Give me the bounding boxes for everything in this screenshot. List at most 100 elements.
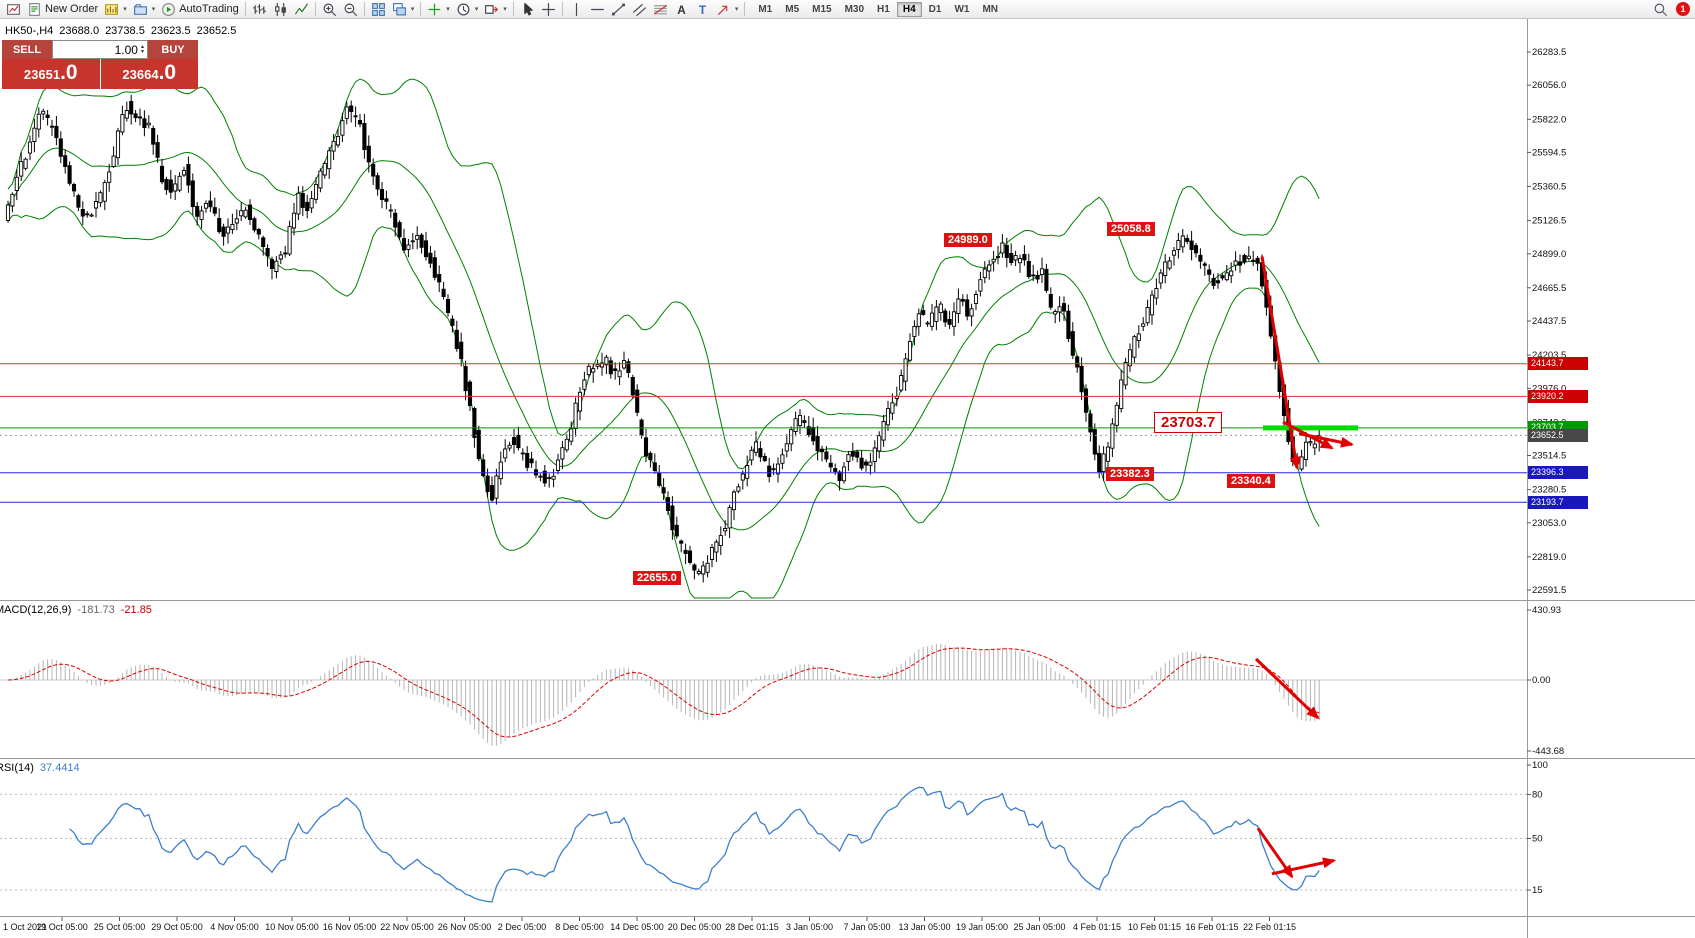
timeframe-button-m30[interactable]: M30 (844, 3, 865, 15)
new-chart-button[interactable]: ▾ (101, 1, 130, 18)
svg-text:25360.5: 25360.5 (1532, 182, 1566, 193)
svg-text:50: 50 (1532, 834, 1543, 845)
cascade-icon (392, 2, 407, 17)
svg-text:24203.5: 24203.5 (1532, 350, 1566, 361)
text-button[interactable]: A (671, 1, 692, 18)
vline-icon (569, 2, 584, 17)
timeframe-button-mn[interactable]: MN (982, 3, 998, 15)
candles-layer (5, 94, 1322, 583)
timeframe-button-m1[interactable]: M1 (758, 3, 773, 15)
volume-up-button[interactable]: ▴ (140, 43, 144, 50)
rsi-panel-surface[interactable] (0, 759, 1695, 916)
timeframe-button-d1[interactable]: D1 (928, 3, 942, 15)
profiles-button[interactable]: ▾ (130, 1, 159, 18)
crosshair-button[interactable] (538, 1, 559, 18)
search-button[interactable] (1650, 1, 1671, 18)
panel-separators (0, 19, 1695, 938)
arrows-button[interactable]: ▾ (713, 1, 742, 18)
price-annotation-23703.7[interactable]: 23703.7 (1154, 412, 1223, 433)
equidistant-channel-button[interactable] (629, 1, 650, 18)
axis-price-tag-23193.7: 23193.7 (1528, 496, 1588, 509)
price-annotation-24989.0[interactable]: 24989.0 (944, 233, 992, 247)
svg-text:23514.5: 23514.5 (1532, 451, 1566, 462)
fibonacci-button[interactable] (650, 1, 671, 18)
svg-text:24665.5: 24665.5 (1532, 283, 1566, 294)
svg-text:25126.5: 25126.5 (1532, 216, 1566, 227)
timeframe-button-m5[interactable]: M5 (785, 3, 800, 15)
buy-price-button[interactable]: 23664 .0 (100, 59, 198, 89)
macd-value-main: -181.73 (77, 604, 115, 616)
periods-button[interactable]: ▾ (453, 1, 482, 18)
line-chart-button[interactable] (291, 1, 312, 18)
volume-input[interactable]: 1.00 ▴ ▾ (52, 40, 148, 59)
zoom-out-button[interactable] (340, 1, 361, 18)
new-order-button[interactable]: New Order (24, 1, 101, 18)
arrowsTool-icon (716, 2, 731, 17)
red-arrow-main-3[interactable] (1298, 432, 1354, 448)
buy-button[interactable]: BUY (148, 40, 198, 59)
svg-text:16 Feb 01:15: 16 Feb 01:15 (1185, 922, 1238, 932)
toolbar-separator (314, 2, 316, 16)
cursor-button[interactable] (517, 1, 538, 18)
red-arrow-rsi-2[interactable] (1271, 857, 1336, 876)
main-chart-surface[interactable] (0, 19, 1695, 600)
shift-icon (484, 2, 499, 17)
macd-panel (0, 643, 1527, 746)
svg-text:13 Jan 05:00: 13 Jan 05:00 (898, 922, 950, 932)
timeframe-button-h1[interactable]: H1 (877, 3, 890, 15)
svg-text:23976.0: 23976.0 (1532, 383, 1566, 394)
svg-text:10 Nov 05:00: 10 Nov 05:00 (265, 922, 319, 932)
toolbar-separator (420, 2, 422, 16)
svg-text:26056.0: 26056.0 (1532, 80, 1566, 91)
bars-icon (252, 2, 267, 17)
candlestick-chart-button[interactable] (270, 1, 291, 18)
chart-low: 23623.5 (150, 25, 191, 37)
toolbar-separator (561, 2, 563, 16)
red-arrow-main-1[interactable] (1260, 256, 1301, 470)
chevron-down-icon: ▾ (410, 6, 415, 13)
svg-text:100: 100 (1532, 760, 1548, 771)
price-annotation-25058.8[interactable]: 25058.8 (1107, 222, 1155, 236)
price-annotation-23382.3[interactable]: 23382.3 (1106, 467, 1154, 481)
price-annotation-23340.4[interactable]: 23340.4 (1227, 474, 1275, 488)
horizontal-line-button[interactable] (587, 1, 608, 18)
red-arrow-macd-1[interactable] (1254, 657, 1320, 720)
svg-text:22 Nov 05:00: 22 Nov 05:00 (380, 922, 434, 932)
sell-button[interactable]: SELL (2, 40, 52, 59)
rsi-indicator-label: RSI(14) 37.4414 (0, 762, 80, 774)
notifications-badge[interactable]: 1 (1676, 2, 1690, 16)
profiles-icon (133, 2, 148, 17)
price-axis: 26283.5 26056.0 25822.0 25594.5 25360.5 25126… (1527, 47, 1566, 896)
price-annotation-22655.0[interactable]: 22655.0 (633, 571, 681, 585)
tile-windows-button[interactable] (368, 1, 389, 18)
timeframe-button-m15[interactable]: M15 (812, 3, 832, 15)
autotrading-button-label: AutoTrading (179, 3, 239, 15)
rsi-name: RSI(14) (0, 762, 34, 774)
volume-down-button[interactable]: ▾ (140, 48, 144, 55)
svg-text:25594.5: 25594.5 (1532, 147, 1566, 158)
svg-text:3 Jan 05:00: 3 Jan 05:00 (786, 922, 833, 932)
sell-price-button[interactable]: 23651 .0 (2, 59, 100, 89)
play-icon (161, 2, 176, 17)
svg-text:15: 15 (1532, 885, 1543, 896)
vertical-line-button[interactable] (566, 1, 587, 18)
svg-text:26 Nov 05:00: 26 Nov 05:00 (438, 922, 492, 932)
trendline-button[interactable] (608, 1, 629, 18)
autotrading-button[interactable]: AutoTrading (158, 1, 242, 18)
indicators-button[interactable]: ▾ (424, 1, 453, 18)
timeframe-button-w1[interactable]: W1 (954, 3, 970, 15)
bar-chart-button[interactable] (249, 1, 270, 18)
svg-text:24437.5: 24437.5 (1532, 316, 1566, 327)
macd-name: MACD(12,26,9) (0, 604, 72, 616)
templates-button[interactable]: ▾ (481, 1, 510, 18)
red-arrow-rsi-1[interactable] (1256, 827, 1294, 879)
zoom-in-button[interactable] (319, 1, 340, 18)
text-label-button[interactable]: T (692, 1, 713, 18)
svg-text:20 Dec 05:00: 20 Dec 05:00 (668, 922, 722, 932)
neworder-icon (27, 2, 42, 17)
bear-candle-bodies (45, 101, 1300, 571)
cascade-windows-button[interactable]: ▾ (389, 1, 418, 18)
window-icon (6, 2, 21, 17)
timeframe-button-h4[interactable]: H4 (896, 1, 922, 17)
